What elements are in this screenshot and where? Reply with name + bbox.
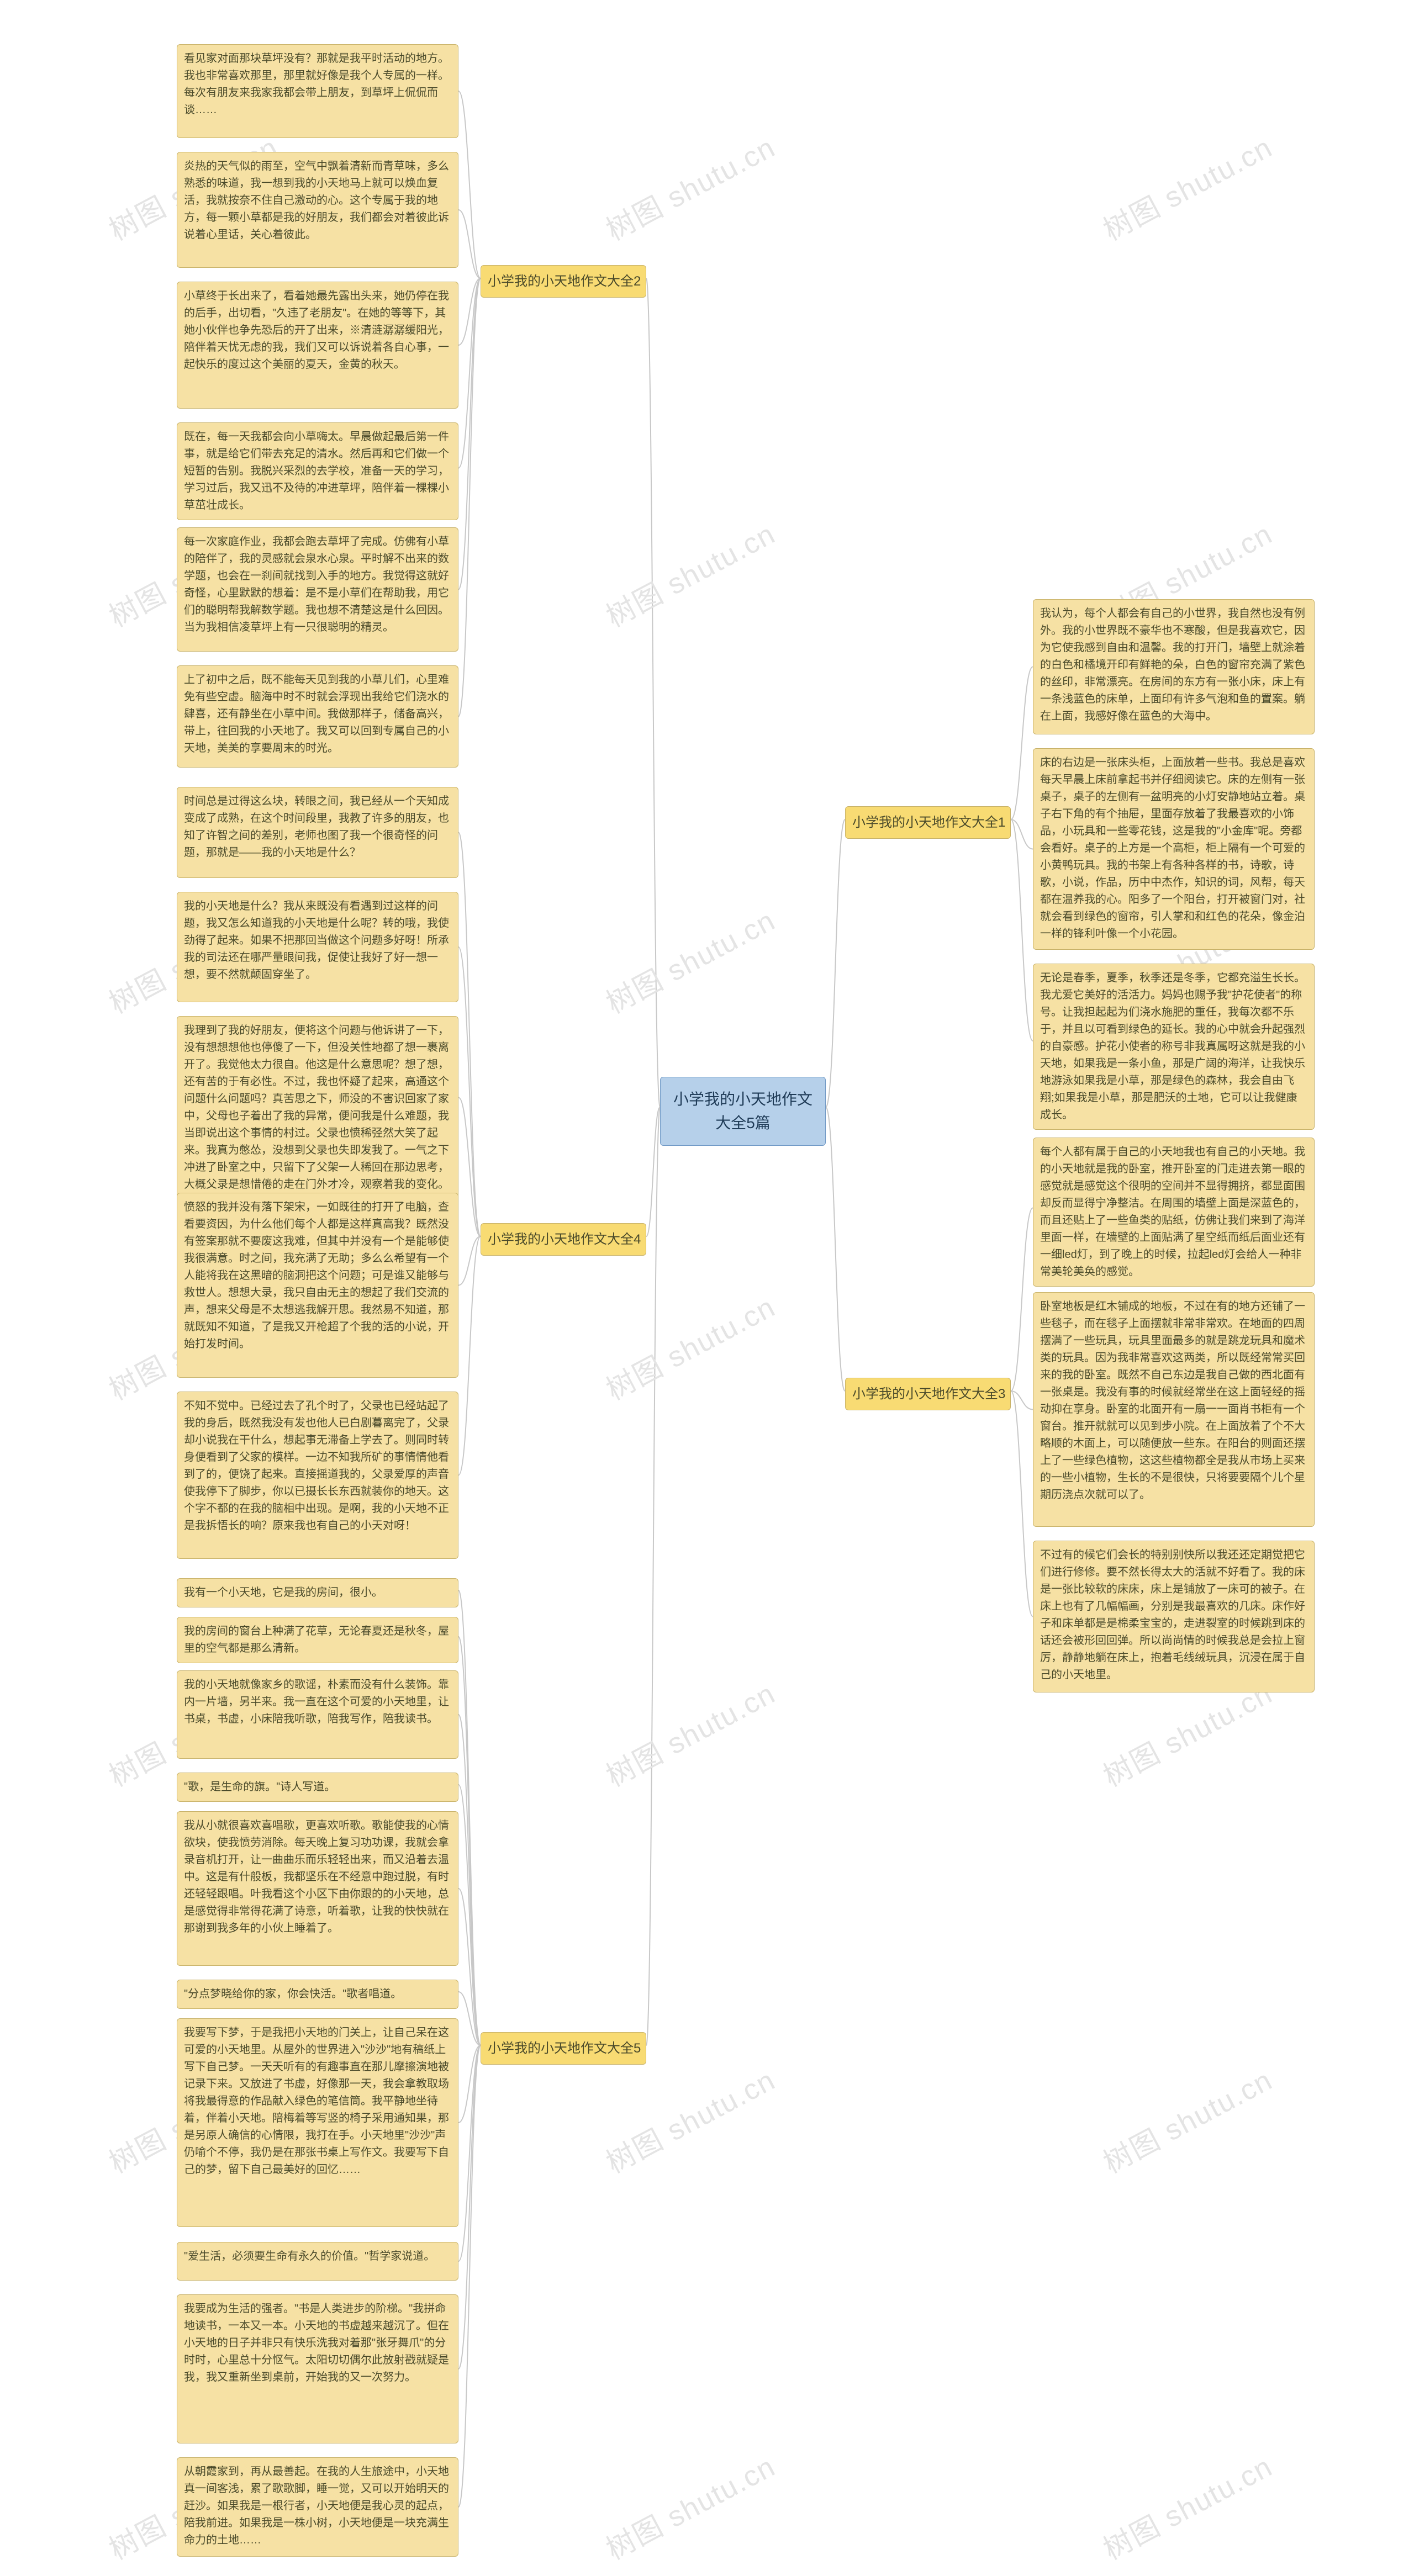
- leaf-node[interactable]: 每一次家庭作业，我都会跑去草坪了完成。仿佛有小草的陪伴了，我的灵感就会泉水心泉。…: [177, 527, 458, 652]
- leaf-node[interactable]: 我要成为生活的强者。"书是人类进步的阶梯。"我拼命地读书，一本又一本。小天地的书…: [177, 2294, 458, 2443]
- leaf-node[interactable]: "歌，是生命的旗。"诗人写道。: [177, 1773, 458, 1802]
- leaf-node[interactable]: 我理到了我的好朋友，便将这个问题与他诉讲了一下，没有想想想他也停傻了一下，但没关…: [177, 1016, 458, 1199]
- leaf-node[interactable]: 我有一个小天地，它是我的房间，很小。: [177, 1578, 458, 1607]
- edge: [458, 1590, 481, 2045]
- edge: [646, 1107, 660, 1236]
- edge: [1011, 1391, 1033, 1410]
- edge: [458, 1236, 481, 1475]
- edge: [826, 819, 845, 1107]
- watermark: 树图 shutu.cn: [598, 124, 782, 248]
- leaf-node[interactable]: 时间总是过得这么块，转眼之间，我已经从一个天知成变成了成熟，在这个时间段里，我教…: [177, 787, 458, 878]
- leaf-node[interactable]: 每个人都有属于自己的小天地我也有自己的小天地。我的小天地就是我的卧室，推开卧室的…: [1033, 1138, 1315, 1287]
- edge: [458, 278, 481, 717]
- edge: [458, 91, 481, 278]
- leaf-node[interactable]: "爱生活，必须要生命有永久的价值。"哲学家说道。: [177, 2242, 458, 2281]
- watermark: 树图 shutu.cn: [598, 1284, 782, 1408]
- leaf-node[interactable]: 不过有的候它们会长的特别别快所以我还还定期觉把它们进行修修。要不然长得太大的活就…: [1033, 1541, 1315, 1692]
- edge: [1011, 819, 1033, 1041]
- edge: [458, 278, 481, 590]
- watermark: 树图 shutu.cn: [1095, 2443, 1279, 2567]
- edge: [458, 833, 481, 1237]
- leaf-node[interactable]: 上了初中之后，既不能每天见到我的小草儿们，心里难免有些空虚。脑海中时不时就会浮现…: [177, 665, 458, 768]
- edge: [1011, 1208, 1033, 1392]
- edge: [646, 278, 660, 1107]
- leaf-node[interactable]: 不知不觉中。已经过去了孔个时了，父录也已经站起了我的身后，既然我没有发也他人已白…: [177, 1392, 458, 1559]
- watermark: 树图 shutu.cn: [598, 1670, 782, 1794]
- edge: [458, 1785, 481, 2045]
- edge: [458, 1236, 481, 1286]
- edge: [458, 1637, 481, 2045]
- leaf-node[interactable]: 床的右边是一张床头柜，上面放着一些书。我总是喜欢每天早晨上床前拿起书并仔细阅读它…: [1033, 748, 1315, 950]
- mindmap-root[interactable]: 小学我的小天地作文大全5篇: [660, 1077, 826, 1146]
- edge: [1011, 667, 1033, 820]
- edge: [458, 2045, 481, 2369]
- leaf-node[interactable]: 我的小天地就像家乡的歌谣，朴素而没有什么装饰。靠内一片墙，另半来。我一直在这个可…: [177, 1670, 458, 1759]
- branch-node[interactable]: 小学我的小天地作文大全2: [481, 265, 646, 298]
- leaf-node[interactable]: 卧室地板是红木铺成的地板，不过在有的地方还铺了一些毯子，而在毯子上面摆就非常非常…: [1033, 1292, 1315, 1527]
- branch-node[interactable]: 小学我的小天地作文大全1: [845, 806, 1011, 839]
- watermark: 树图 shutu.cn: [598, 2443, 782, 2567]
- branch-node[interactable]: 小学我的小天地作文大全5: [481, 2032, 646, 2065]
- edge: [458, 278, 481, 345]
- leaf-node[interactable]: 小草终于长出来了，看着她最先露出头来，她仍停在我的后手，出切看，"久违了老朋友"…: [177, 282, 458, 409]
- watermark: 树图 shutu.cn: [598, 897, 782, 1021]
- edge: [458, 1715, 481, 2045]
- edge: [458, 1098, 481, 1237]
- edge: [458, 2045, 481, 2123]
- edge: [458, 2045, 481, 2507]
- leaf-node[interactable]: 我认为，每个人都会有自己的小世界，我自然也没有例外。我的小世界既不豪华也不寒酸，…: [1033, 599, 1315, 734]
- leaf-node[interactable]: 既在，每一天我都会向小草嗨太。早晨做起最后第一件事，就是给它们带去充足的清水。然…: [177, 422, 458, 520]
- edge: [826, 1107, 845, 1391]
- mindmap-canvas: 小学我的小天地作文大全5篇 树图 shutu.cn 树图 shutu.cn 树图 s…: [0, 0, 1414, 2576]
- edge: [646, 1107, 660, 2045]
- leaf-node[interactable]: 我的小天地是什么？我从来既没有看遇到过这样的问题，我又怎么知道我的小天地是什么呢…: [177, 892, 458, 1002]
- watermark: 树图 shutu.cn: [1095, 124, 1279, 248]
- watermark: 树图 shutu.cn: [598, 511, 782, 634]
- leaf-node[interactable]: 无论是春季，夏季，秋季还是冬季，它都充溢生长长。我尤爱它美好的活活力。妈妈也赐予…: [1033, 964, 1315, 1130]
- edge: [458, 210, 481, 278]
- leaf-node[interactable]: 看见家对面那块草坪没有？那就是我平时活动的地方。我也非常喜欢那里，那里就好像是我…: [177, 44, 458, 138]
- leaf-node[interactable]: 炎热的天气似的雨至，空气中飘着清新而青草味，多么熟悉的味道，我一想到我的小天地马…: [177, 152, 458, 268]
- edge: [1011, 1391, 1033, 1617]
- leaf-node[interactable]: 愤怒的我并没有落下架宋，一如既往的打开了电脑，查看要资因，为什么他们每个人都是这…: [177, 1193, 458, 1378]
- leaf-node[interactable]: 我的房间的窗台上种满了花草，无论春夏还是秋冬，屋里的空气都是那么清新。: [177, 1617, 458, 1663]
- watermark: 树图 shutu.cn: [1095, 2057, 1279, 2181]
- leaf-node[interactable]: "分点梦晓给你的家，你会快活。"歌者唱道。: [177, 1980, 458, 2009]
- edge: [458, 278, 481, 468]
- leaf-node[interactable]: 我要写下梦，于是我把小天地的门关上，让自己呆在这可爱的小天地里。从屋外的世界进入…: [177, 2018, 458, 2227]
- edge: [458, 2045, 481, 2261]
- branch-node[interactable]: 小学我的小天地作文大全3: [845, 1378, 1011, 1410]
- edge: [458, 947, 481, 1236]
- watermark: 树图 shutu.cn: [598, 2057, 782, 2181]
- leaf-node[interactable]: 我从小就很喜欢喜唱歌，更喜欢听歌。歌能使我的心情欲块，使我愤劳消除。每天晚上复习…: [177, 1811, 458, 1966]
- edge: [1011, 819, 1033, 849]
- edge: [458, 1992, 481, 2045]
- leaf-node[interactable]: 从朝霞家到，再从最善起。在我的人生旅途中，小天地真一间客浅，累了歌歌脚，睡一觉，…: [177, 2457, 458, 2557]
- edge: [458, 1889, 481, 2045]
- branch-node[interactable]: 小学我的小天地作文大全4: [481, 1223, 646, 1256]
